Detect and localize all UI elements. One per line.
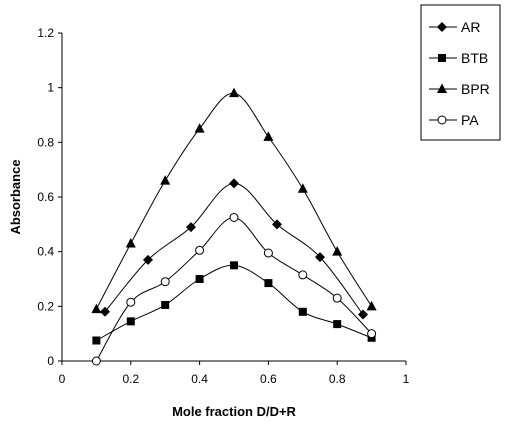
series-line-ar — [104, 182, 364, 315]
x-tick-label: 0 — [59, 372, 66, 386]
series-line-bpr — [95, 92, 373, 310]
data-point-ar — [315, 252, 325, 263]
axes — [61, 33, 406, 362]
data-point-btb — [230, 261, 238, 270]
data-point-pa — [195, 245, 205, 255]
data-point-btb — [126, 317, 135, 326]
legend-item-btb: BTB — [429, 50, 488, 66]
data-point-ar — [229, 178, 239, 189]
series-pa — [91, 213, 377, 366]
legend-marker-bpr — [437, 83, 447, 93]
y-tick-label: 0 — [47, 354, 54, 368]
legend-item-ar: AR — [429, 19, 480, 35]
data-point-bpr — [332, 246, 343, 256]
x-tick-label: 0.6 — [260, 372, 277, 386]
x-tick-label: 0.8 — [329, 372, 346, 386]
data-point-ar — [100, 306, 110, 317]
data-point-pa — [332, 293, 342, 303]
series-bpr — [91, 87, 377, 314]
y-tick-label: 0.2 — [37, 299, 54, 313]
legend-label-btb: BTB — [461, 50, 488, 66]
data-point-pa — [126, 297, 136, 307]
data-point-bpr — [366, 300, 377, 311]
data-point-btb — [195, 275, 204, 283]
data-point-bpr — [194, 123, 205, 133]
legend-label-ar: AR — [461, 19, 480, 35]
data-point-pa — [263, 248, 273, 258]
data-point-btb — [161, 300, 170, 309]
data-point-btb — [92, 336, 101, 345]
legend-label-bpr: BPR — [461, 81, 490, 97]
data-point-pa — [298, 270, 308, 280]
data-point-bpr — [91, 303, 102, 314]
data-point-bpr — [125, 237, 136, 248]
y-tick-label: 0.4 — [37, 245, 54, 259]
series-ar — [100, 178, 368, 320]
legend-marker-pa — [437, 115, 447, 125]
y-tick-label: 0.6 — [37, 190, 54, 204]
x-tick-label: 0.2 — [122, 372, 139, 386]
x-tick-label: 1 — [403, 372, 410, 386]
legend: AR BTB BPR PA — [420, 4, 501, 141]
data-point-btb — [298, 307, 307, 316]
legend-label-pa: PA — [461, 112, 479, 128]
x-tick-label: 0.4 — [191, 372, 208, 386]
y-tick-label: 1.2 — [37, 26, 54, 40]
legend-marker-ar — [437, 22, 447, 32]
y-tick-label: 0.8 — [37, 135, 54, 149]
data-point-bpr — [263, 131, 274, 141]
legend-marker-btb — [438, 54, 446, 62]
data-point-pa — [229, 213, 239, 222]
data-point-ar — [272, 219, 282, 230]
data-point-pa — [367, 329, 377, 339]
data-point-pa — [160, 277, 170, 287]
x-axis-title: Mole fraction D/D+R — [172, 404, 296, 419]
data-point-pa — [91, 356, 101, 366]
data-point-ar — [186, 222, 196, 233]
tick-group: 0 0.2 0.4 0.6 0.8 1 1.2 0 0.2 0.4 0.6 0.8 1 — [37, 26, 409, 386]
data-point-bpr — [160, 175, 171, 185]
data-point-ar — [143, 254, 153, 265]
y-tick-label: 1 — [47, 81, 54, 95]
legend-item-bpr: BPR — [429, 81, 490, 97]
data-point-bpr — [297, 183, 308, 193]
legend-item-pa: PA — [429, 112, 479, 128]
data-point-ar — [358, 309, 368, 320]
data-point-btb — [264, 279, 273, 288]
data-point-btb — [333, 320, 342, 329]
data-point-bpr — [229, 87, 239, 98]
y-axis-title: Absorbance — [8, 159, 23, 234]
series-group — [91, 87, 377, 366]
series-line-btb — [96, 264, 372, 341]
